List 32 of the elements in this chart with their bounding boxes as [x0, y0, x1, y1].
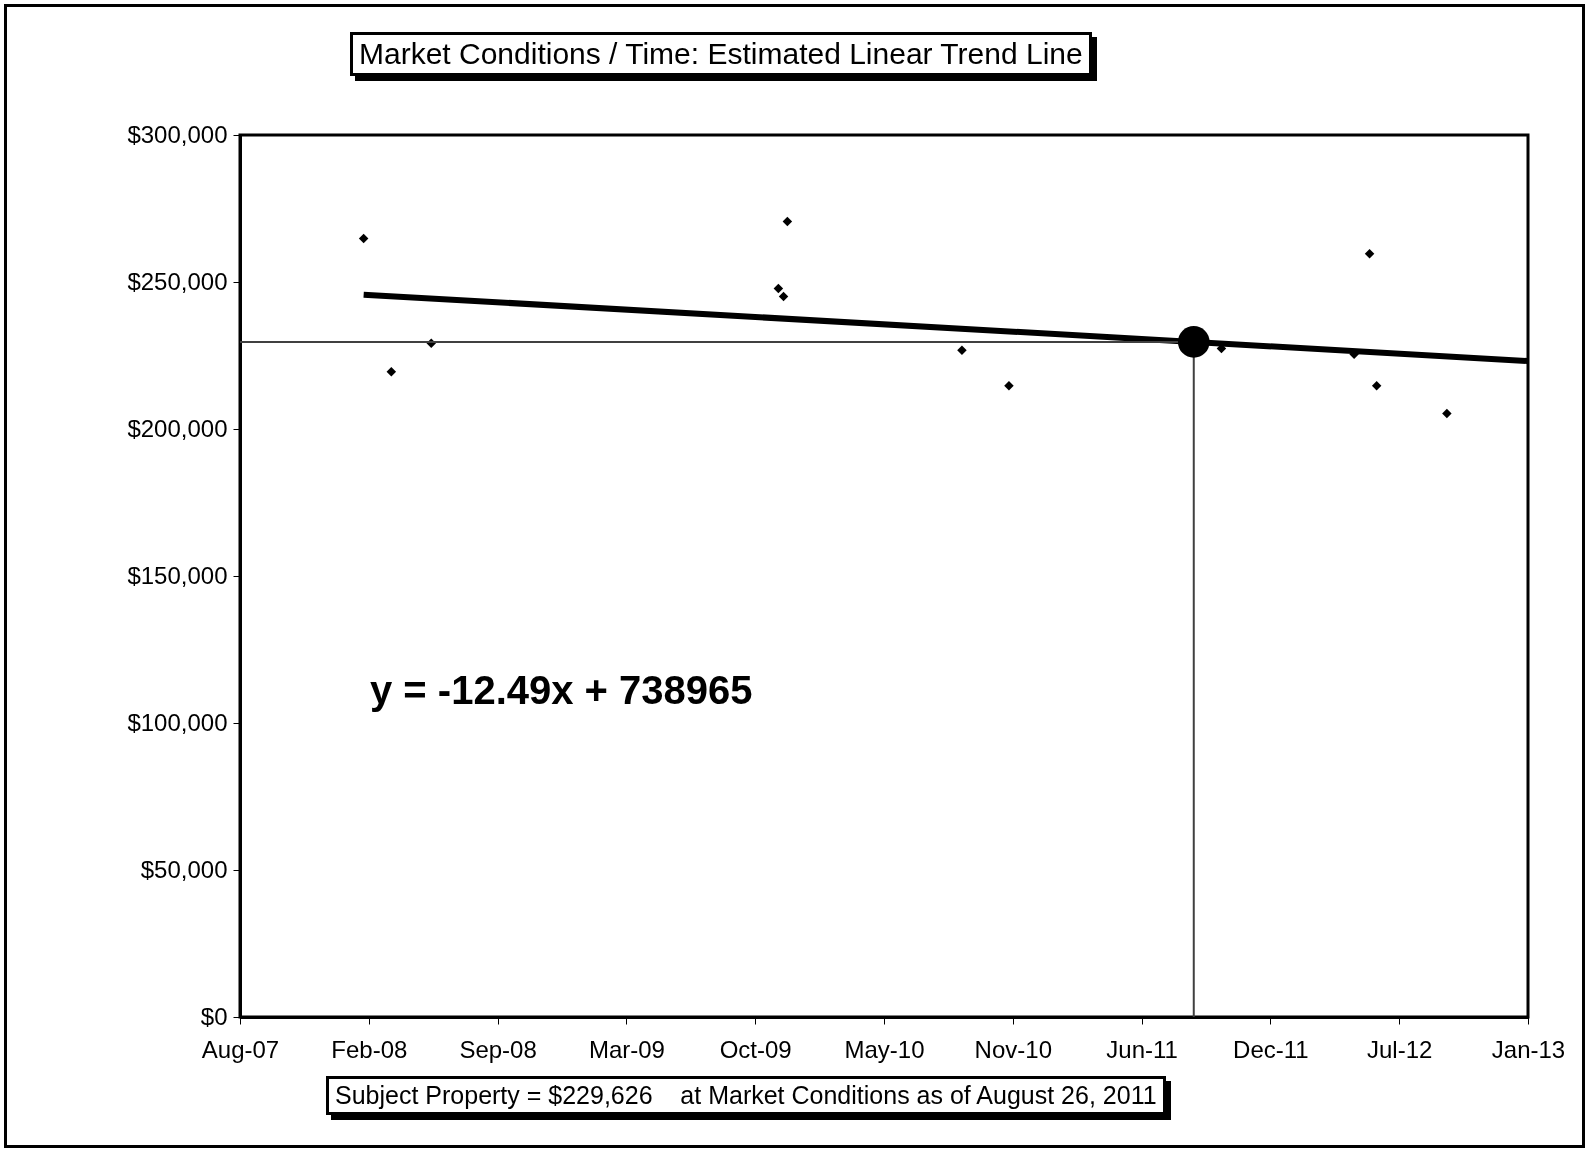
point: [773, 283, 784, 294]
point: [1442, 408, 1452, 419]
text: Subject Property = $229,626 at Market Conditions as of August 26, 2011: [326, 1076, 1166, 1115]
point: [1004, 381, 1014, 391]
y-tick-label: $300,000: [127, 120, 228, 148]
point: [782, 216, 793, 227]
chart-title: Market Conditions / Time: Estimated Linear Trend Line: [350, 32, 1092, 76]
x-tick-label: Nov-10: [974, 1035, 1052, 1063]
point: [386, 366, 397, 377]
y-tick-label: $200,000: [127, 414, 228, 442]
point: [1364, 249, 1375, 259]
x-tick-label: Dec-11: [1233, 1035, 1309, 1063]
x-tick-label: Oct-09: [719, 1035, 792, 1063]
y-tick-label: $250,000: [127, 267, 228, 295]
point: [778, 291, 789, 302]
x-tick-label: Sep-08: [459, 1035, 537, 1063]
x-tick-label: Jul-12: [1367, 1035, 1433, 1063]
y-tick-label: $50,000: [140, 855, 228, 883]
y-tick-label: $100,000: [127, 708, 228, 736]
point: [358, 233, 369, 244]
x-tick-label: May-10: [844, 1035, 925, 1063]
point: [1371, 381, 1382, 391]
x-tick-label: Jan-13: [1491, 1035, 1566, 1063]
point: [1177, 326, 1210, 358]
y-tick-label: $0: [200, 1002, 228, 1030]
x-tick-label: Mar-09: [588, 1035, 665, 1063]
annotation: y = -12.49x + 738965: [370, 668, 753, 712]
x-tick-label: Feb-08: [331, 1035, 408, 1063]
y-tick-label: $150,000: [127, 561, 228, 589]
x-tick-label: Jun-11: [1106, 1035, 1178, 1063]
x-tick-label: Aug-07: [201, 1035, 280, 1063]
point: [957, 345, 967, 355]
